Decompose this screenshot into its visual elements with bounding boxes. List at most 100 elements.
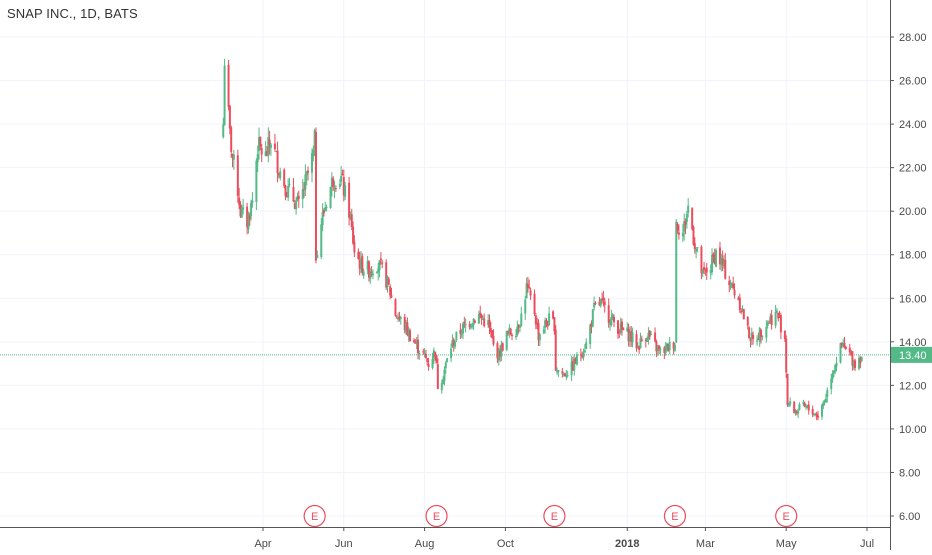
- candle: [709, 264, 712, 280]
- candle-body: [511, 335, 514, 337]
- earnings-marker[interactable]: E: [775, 504, 798, 528]
- last-price-label: 13.40: [899, 350, 927, 362]
- candle-body: [260, 148, 263, 155]
- candle: [508, 324, 511, 338]
- candle: [496, 341, 499, 363]
- candle: [626, 322, 629, 332]
- candle-body: [389, 286, 392, 296]
- candle-body: [589, 325, 592, 344]
- candle-body: [362, 271, 365, 276]
- candle-body: [570, 361, 573, 376]
- candle: [275, 150, 278, 153]
- candle: [700, 245, 703, 280]
- candle-body: [635, 334, 638, 349]
- earnings-marker[interactable]: E: [543, 504, 566, 528]
- candle: [499, 345, 502, 362]
- candle: [692, 225, 695, 246]
- candle: [783, 330, 786, 342]
- x-tick-label: Aug: [415, 538, 435, 550]
- candle-body: [443, 369, 446, 381]
- candle: [534, 313, 537, 330]
- candle: [464, 318, 467, 333]
- candle: [344, 181, 347, 201]
- candle: [786, 373, 789, 407]
- candle-body: [468, 324, 471, 328]
- candle-body: [528, 286, 531, 289]
- candle-body: [459, 330, 462, 334]
- candle-body: [242, 207, 245, 210]
- candle-body: [774, 312, 777, 326]
- candle: [758, 326, 761, 347]
- candle-body: [375, 271, 378, 273]
- candle-body: [273, 143, 276, 150]
- candle: [329, 186, 332, 209]
- candle: [426, 357, 429, 366]
- candle: [548, 306, 551, 326]
- candle-body: [766, 322, 769, 326]
- candle-body: [284, 185, 287, 197]
- candle-body: [681, 232, 684, 237]
- earnings-marker[interactable]: E: [663, 504, 687, 528]
- x-tick-label: Jul: [860, 538, 874, 550]
- candle: [277, 172, 280, 179]
- candle-body: [533, 293, 536, 314]
- candle: [703, 261, 706, 275]
- candle: [284, 184, 287, 201]
- candle-body: [378, 260, 381, 271]
- candle: [307, 166, 310, 181]
- candle: [316, 250, 319, 259]
- candle-body: [676, 223, 679, 231]
- candle-body: [537, 322, 540, 341]
- candle-body: [803, 403, 806, 407]
- earnings-marker[interactable]: E: [303, 504, 326, 528]
- candle: [422, 348, 425, 355]
- candle: [517, 324, 520, 334]
- candle-body: [750, 332, 753, 339]
- candle: [766, 320, 769, 329]
- candle-body: [701, 269, 704, 274]
- candle: [451, 334, 454, 349]
- candle-body: [740, 311, 743, 313]
- candle: [480, 313, 483, 325]
- candle-body: [320, 224, 323, 258]
- candle: [806, 404, 809, 409]
- candle: [631, 327, 634, 348]
- candle: [638, 345, 641, 354]
- candle: [593, 296, 596, 311]
- candle: [227, 59, 230, 111]
- candle: [520, 306, 523, 327]
- candle: [701, 268, 704, 278]
- candle-body: [341, 173, 344, 175]
- candle: [497, 348, 500, 366]
- candle-body: [757, 338, 760, 341]
- candle: [628, 326, 631, 348]
- candle: [223, 58, 226, 126]
- candle: [301, 179, 304, 209]
- candle-body: [673, 344, 676, 351]
- candle: [802, 399, 805, 407]
- candles: [222, 58, 863, 421]
- candle: [398, 311, 401, 322]
- candle: [761, 335, 764, 341]
- candle-body: [544, 320, 547, 328]
- candle-body: [778, 316, 781, 318]
- candle-body: [765, 327, 768, 338]
- earnings-marker[interactable]: E: [425, 504, 448, 528]
- candle: [566, 370, 569, 378]
- candle: [620, 318, 623, 336]
- candle-body: [379, 258, 382, 260]
- candle: [228, 104, 231, 135]
- candle: [259, 136, 262, 150]
- candle: [687, 198, 690, 218]
- candle: [260, 143, 263, 163]
- candle: [696, 247, 699, 253]
- candle-body: [268, 139, 271, 145]
- candle-body: [556, 371, 559, 373]
- candle-body: [524, 299, 527, 314]
- candle: [472, 317, 475, 330]
- candle: [246, 202, 249, 235]
- candle-body: [227, 64, 230, 107]
- candle-body: [413, 340, 415, 343]
- candle: [321, 203, 324, 232]
